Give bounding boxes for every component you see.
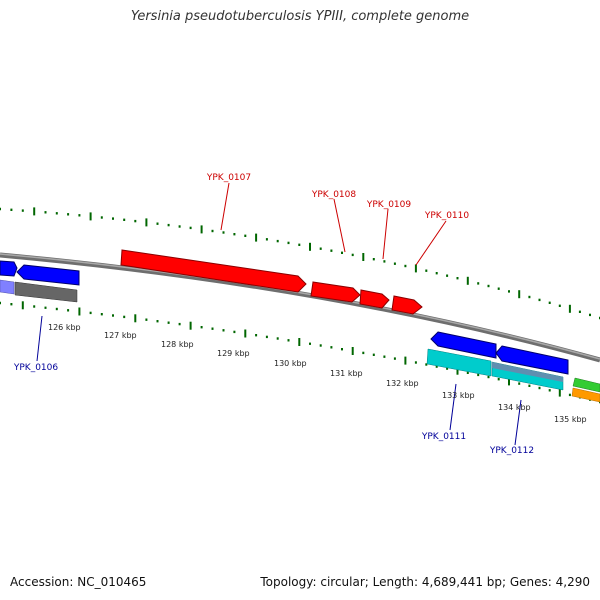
scale-label-127-kbp: 127 kbp [104, 331, 137, 340]
scale-label-126-kbp: 126 kbp [48, 323, 81, 332]
forward-scale-ticks [0, 207, 600, 320]
leader-line-ypk-0106 [36, 315, 43, 362]
gene-label-ypk-0110[interactable]: YPK_0110 [424, 211, 470, 221]
gene-label-ypk-0108[interactable]: YPK_0108 [311, 190, 357, 200]
scale-label-135-kbp: 135 kbp [554, 415, 587, 424]
leader-line-ypk-0111 [449, 383, 457, 431]
gene-label-ypk-0109[interactable]: YPK_0109 [366, 200, 412, 210]
gene-arrow-ypk-0109[interactable] [359, 289, 390, 309]
cds-bar-lavender [0, 279, 15, 295]
cds-bar-cyan-1 [426, 348, 492, 377]
map-title: Yersinia pseudotuberculosis YPIII, compl… [130, 9, 470, 24]
cds-bar-green [572, 377, 600, 393]
leader-line-ypk-0107 [220, 182, 230, 231]
cds-bar-steel-overlay [492, 362, 563, 382]
leader-line-ypk-0110 [415, 220, 447, 266]
gene-label-ypk-0111[interactable]: YPK_0111 [421, 432, 466, 442]
gene-label-ypk-0112[interactable]: YPK_0112 [489, 446, 534, 456]
scale-label-131-kbp: 131 kbp [330, 369, 363, 378]
scale-label-129-kbp: 129 kbp [217, 349, 250, 358]
genome-summary-text: Topology: circular; Length: 4,689,441 bp… [260, 575, 590, 589]
accession-text: Accession: NC_010465 [10, 575, 147, 589]
leader-line-ypk-0109 [382, 208, 389, 260]
gene-label-ypk-0106[interactable]: YPK_0106 [13, 363, 59, 373]
gene-label-ypk-0107[interactable]: YPK_0107 [206, 173, 251, 183]
gene-arrow-left-stub[interactable] [0, 260, 18, 277]
leader-line-ypk-0108 [333, 198, 346, 253]
gene-arrow-ypk-0111[interactable] [430, 331, 497, 359]
scale-label-134-kbp: 134 kbp [498, 403, 531, 412]
gene-arrow-ypk-0106[interactable] [16, 264, 80, 286]
gene-arrow-ypk-0108[interactable] [310, 281, 361, 303]
scale-label-133-kbp: 133 kbp [442, 391, 475, 400]
gene-arrow-ypk-0112[interactable] [495, 345, 569, 375]
gene-arrow-ypk-0110[interactable] [391, 295, 423, 315]
cds-bar-orange [571, 387, 600, 403]
scale-label-128-kbp: 128 kbp [161, 340, 194, 349]
scale-label-132-kbp: 132 kbp [386, 379, 419, 388]
cds-bar-gray-left [14, 281, 78, 303]
leader-line-ypk-0112 [514, 399, 522, 446]
scale-label-130-kbp: 130 kbp [274, 359, 307, 368]
gene-arrow-ypk-0107[interactable] [120, 249, 307, 293]
